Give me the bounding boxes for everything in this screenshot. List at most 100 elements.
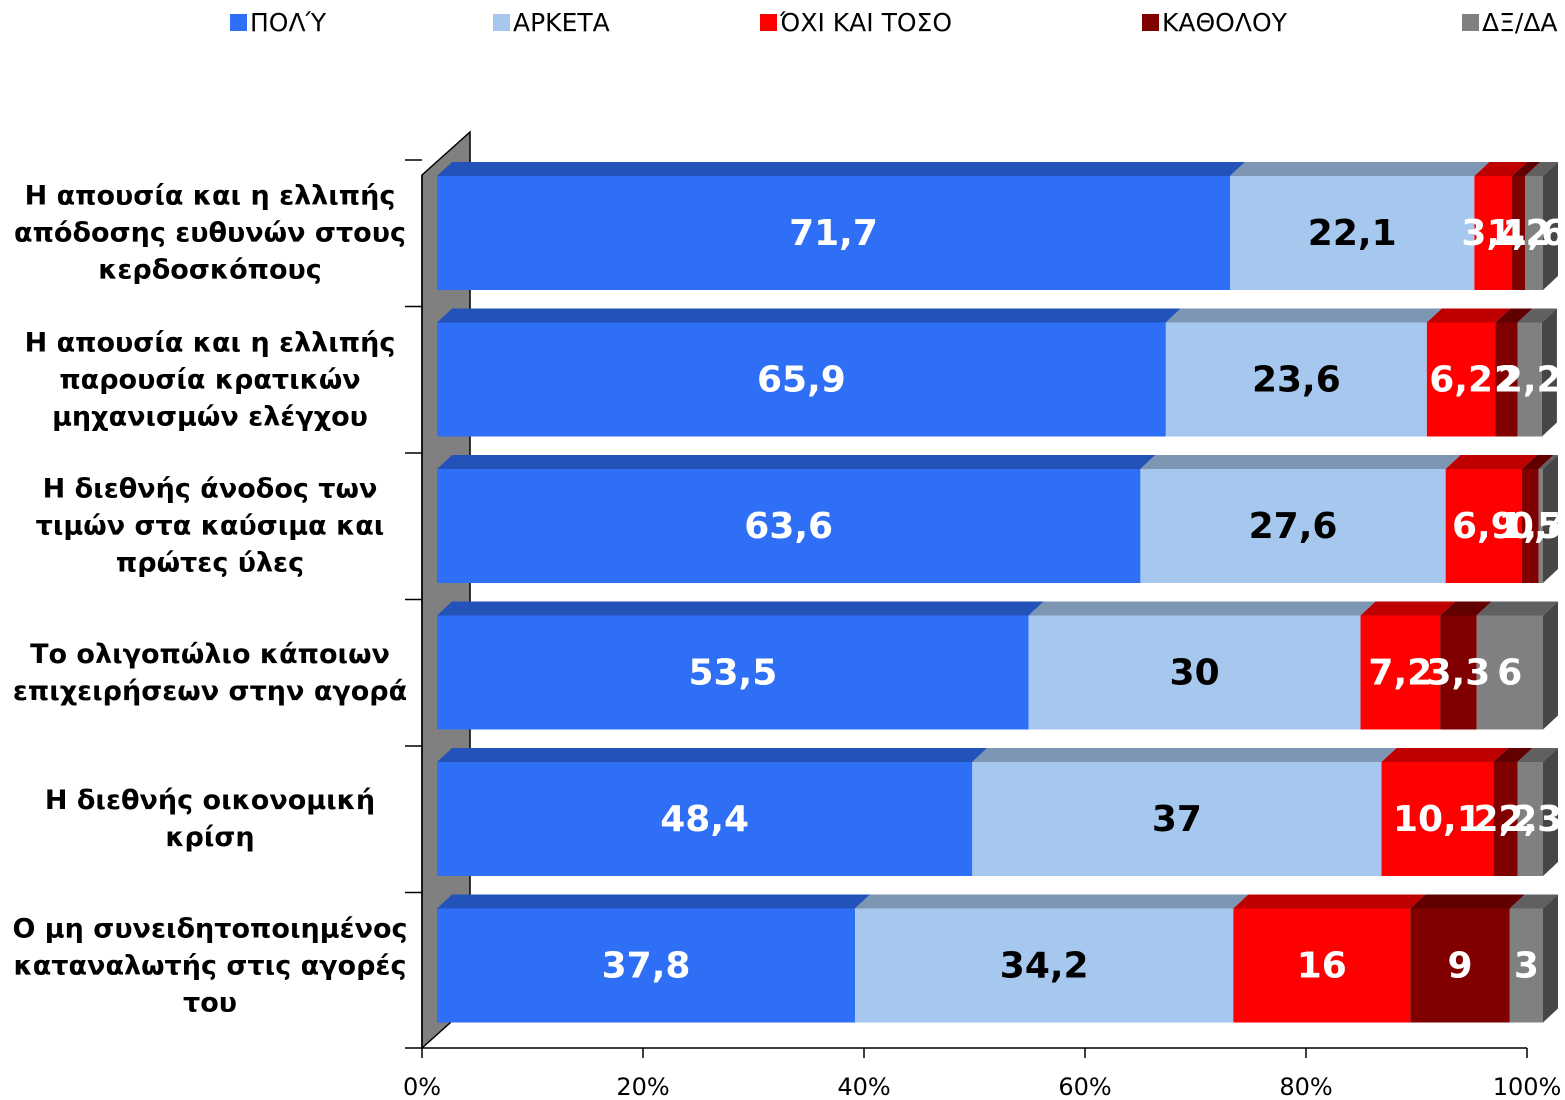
bar — [1493, 762, 1518, 876]
bar — [1517, 322, 1542, 437]
bar-top — [1474, 162, 1528, 176]
bar-top — [1440, 601, 1492, 616]
bar-top — [437, 162, 1246, 176]
bar-top — [1165, 308, 1442, 323]
bar-top — [1381, 748, 1509, 762]
bar — [1233, 908, 1411, 1023]
bar-side — [1541, 308, 1557, 437]
data-label: 2,2 — [1474, 799, 1538, 840]
bar — [1360, 615, 1441, 730]
data-label: 63,6 — [744, 506, 833, 547]
legend-label: ΠΟΛΎ — [250, 8, 327, 37]
legend-label: ΚΑΘΟΛΟΥ — [1162, 8, 1288, 37]
bar-top — [1525, 162, 1558, 176]
data-label: 16 — [1297, 946, 1347, 987]
legend-label: ΑΡΚΕΤΑ — [513, 8, 610, 37]
data-label: 37 — [1152, 799, 1202, 840]
bar — [1474, 176, 1513, 290]
data-label: 30 — [1170, 653, 1220, 694]
data-label: 2,3 — [1498, 799, 1562, 840]
legend-label: ΌΧΙ ΚΑΙ ΤΟΣΟ — [779, 8, 952, 37]
data-label: 6 — [1497, 653, 1522, 694]
data-label: 1,5 — [1498, 506, 1562, 547]
bar — [1476, 615, 1543, 730]
data-label: 1,2 — [1487, 213, 1551, 254]
x-tick-label: 80% — [1279, 1073, 1332, 1100]
data-label: 3 — [1514, 946, 1539, 987]
bar-top — [1233, 894, 1426, 909]
category-label: Η απουσία και η ελλιπής παρουσία κρατικώ… — [24, 327, 396, 432]
data-label: 53,5 — [688, 653, 777, 694]
bar-top — [855, 894, 1249, 909]
bar — [437, 615, 1029, 730]
data-label: 27,6 — [1249, 506, 1338, 547]
data-label: 65,9 — [757, 360, 846, 401]
bar — [1426, 322, 1496, 437]
data-label: 2 — [1494, 360, 1519, 401]
bar-side — [1543, 748, 1558, 876]
bar — [1410, 908, 1510, 1023]
bar — [437, 762, 973, 876]
bar-top — [1445, 455, 1537, 469]
bar-top — [437, 601, 1044, 616]
data-label: 10,1 — [1393, 799, 1482, 840]
bar — [437, 908, 856, 1023]
bar-top — [437, 894, 871, 909]
bar-top — [1360, 601, 1456, 616]
bar-top — [1493, 748, 1533, 762]
data-label: 37,8 — [602, 946, 691, 987]
legend-label: ΔΞ/ΔΑ — [1482, 8, 1558, 37]
category-label: Η διεθνής οικονομική κρίση — [44, 785, 376, 853]
data-label: 3,4 — [1461, 213, 1525, 254]
bar-side — [1543, 601, 1558, 730]
data-label: 0,4 — [1509, 506, 1565, 547]
bar — [437, 176, 1231, 290]
category-label: Το ολιγοπώλιο κάποιων επιχειρήσεων στην … — [12, 638, 408, 707]
x-tick-label: 60% — [1058, 1073, 1111, 1100]
data-label: 34,2 — [1000, 946, 1089, 987]
data-label: 6,2 — [1429, 360, 1493, 401]
data-label: 48,4 — [660, 799, 749, 840]
bar-top — [1512, 162, 1541, 176]
bar — [855, 908, 1234, 1023]
bar-top — [1476, 601, 1558, 616]
bar — [437, 322, 1166, 437]
bar — [437, 469, 1141, 583]
bar-top — [1495, 308, 1533, 323]
bar — [1512, 176, 1526, 290]
bar-top — [437, 455, 1156, 469]
bar-top — [1410, 894, 1525, 909]
x-tick-label: 100% — [1493, 1073, 1562, 1100]
data-label: 22,1 — [1308, 213, 1397, 254]
category-label: Η απουσία και η ελλιπής απόδοσης ευθυνών… — [14, 180, 406, 286]
bar-side — [1543, 894, 1558, 1023]
bar — [1538, 469, 1543, 583]
x-tick-label: 20% — [616, 1073, 669, 1100]
category-label: Η διεθνής άνοδος των τιμών στα καύσιμα κ… — [35, 473, 385, 579]
bar-top — [1517, 308, 1557, 323]
bar-top — [1517, 748, 1558, 762]
bar — [1445, 469, 1522, 583]
bar-top — [437, 308, 1181, 323]
bar — [1140, 469, 1446, 583]
legend-swatch — [1462, 14, 1479, 31]
bar — [1525, 176, 1543, 290]
bar-top — [437, 748, 988, 762]
data-label: 9 — [1448, 946, 1473, 987]
bar-side — [1543, 455, 1558, 583]
bar — [1517, 762, 1543, 876]
bar — [1381, 762, 1494, 876]
bar — [1521, 469, 1539, 583]
bar — [1440, 615, 1477, 730]
bar-top — [1538, 455, 1558, 469]
bar — [1230, 176, 1475, 290]
bar — [972, 762, 1382, 876]
data-label: 23,6 — [1252, 360, 1341, 401]
bar — [1509, 908, 1543, 1023]
bar — [1028, 615, 1361, 730]
bar-top — [1230, 162, 1490, 176]
legend-swatch — [1142, 14, 1159, 31]
bar-top — [1426, 308, 1511, 323]
